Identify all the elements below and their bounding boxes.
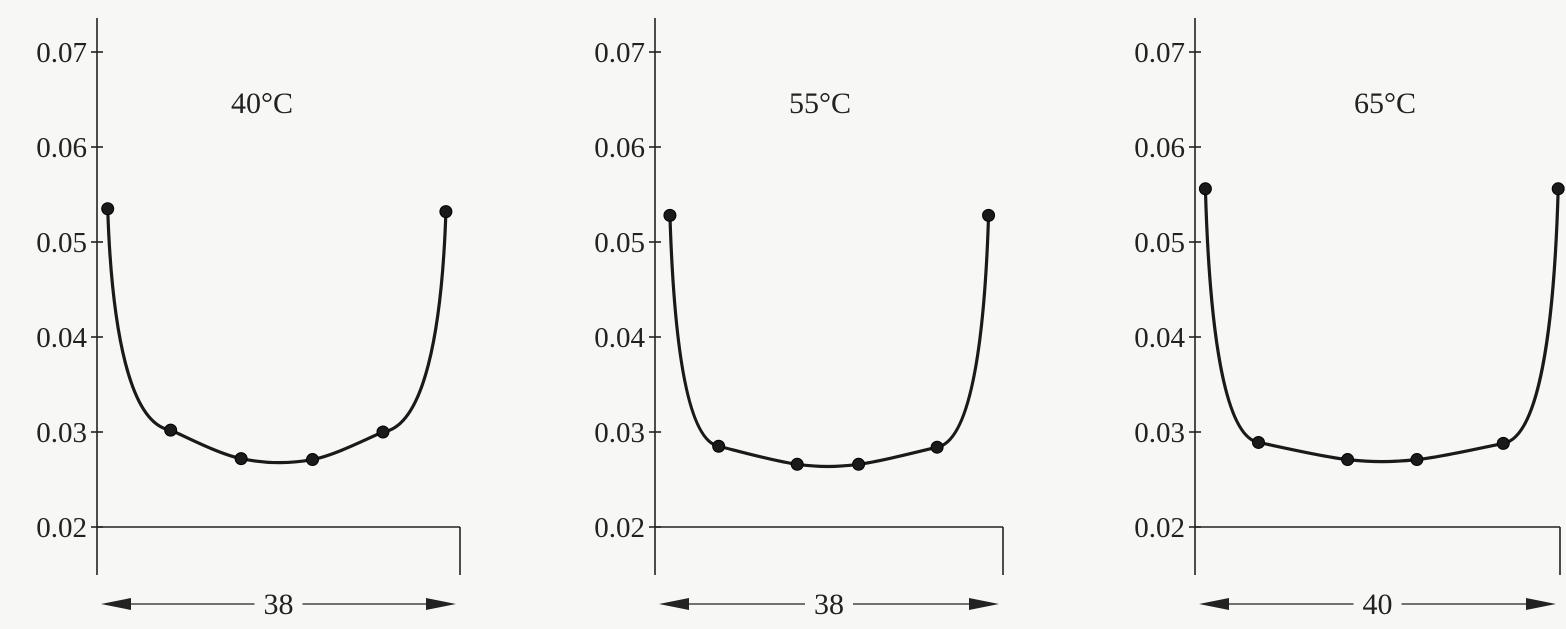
data-point [1496,436,1510,450]
y-tick-label: 0.06 [594,132,645,164]
y-tick-label: 0.03 [1134,417,1185,449]
arrow-right-icon [1526,598,1556,610]
data-point [1198,182,1212,196]
series-curve [106,207,448,465]
panel-title: 55°C [789,87,851,120]
y-tick-label: 0.05 [594,227,645,259]
chart-panel-1: 0.02 0.03 0.04 0.05 0.06 0.07 40°C 38 [36,18,461,621]
data-point [982,208,996,222]
data-point [663,208,677,222]
data-point [790,457,804,471]
arrow-left-icon [101,598,131,610]
data-point [234,452,248,466]
y-tick-label: 0.06 [1134,132,1185,164]
span-label: 40 [1363,588,1393,621]
y-tick-label: 0.02 [1134,512,1185,544]
arrow-right-icon [969,598,999,610]
y-tick-label: 0.04 [36,322,87,354]
span-label: 38 [814,588,844,621]
data-point [852,457,866,471]
y-tick-label: 0.06 [36,132,87,164]
data-point [376,425,390,439]
y-tick-label: 0.07 [594,37,645,69]
data-point [1551,182,1565,196]
panel-title: 65°C [1354,87,1416,120]
data-point [1410,453,1424,467]
y-tick-label: 0.04 [594,322,645,354]
data-point [101,202,115,216]
span-label: 38 [264,588,294,621]
arrow-left-icon [659,598,689,610]
data-point [306,453,320,467]
y-tick-label: 0.04 [1134,322,1185,354]
data-point [1252,435,1265,449]
y-tick-label: 0.07 [1134,37,1185,69]
arrow-left-icon [1199,598,1229,610]
chart-panel-3: 0.02 0.03 0.04 0.05 0.06 0.07 65°C 40 [1134,18,1565,621]
panel-title: 40°C [231,87,293,120]
data-point [930,440,944,454]
series-curve [668,213,991,469]
series-curve [1203,187,1560,464]
y-tick-label: 0.05 [1134,227,1185,259]
y-tick-label: 0.03 [594,417,645,449]
y-tick-label: 0.02 [36,512,87,544]
y-tick-label: 0.05 [36,227,87,259]
y-tick-label: 0.03 [36,417,87,449]
data-point [439,205,453,219]
data-point [712,439,726,453]
y-tick-label: 0.02 [594,512,645,544]
arrow-right-icon [426,598,456,610]
data-point [1341,453,1355,467]
data-point [164,423,178,437]
chart-panel-2: 0.02 0.03 0.04 0.05 0.06 0.07 55°C 38 [594,18,1004,621]
y-tick-label: 0.07 [36,37,87,69]
